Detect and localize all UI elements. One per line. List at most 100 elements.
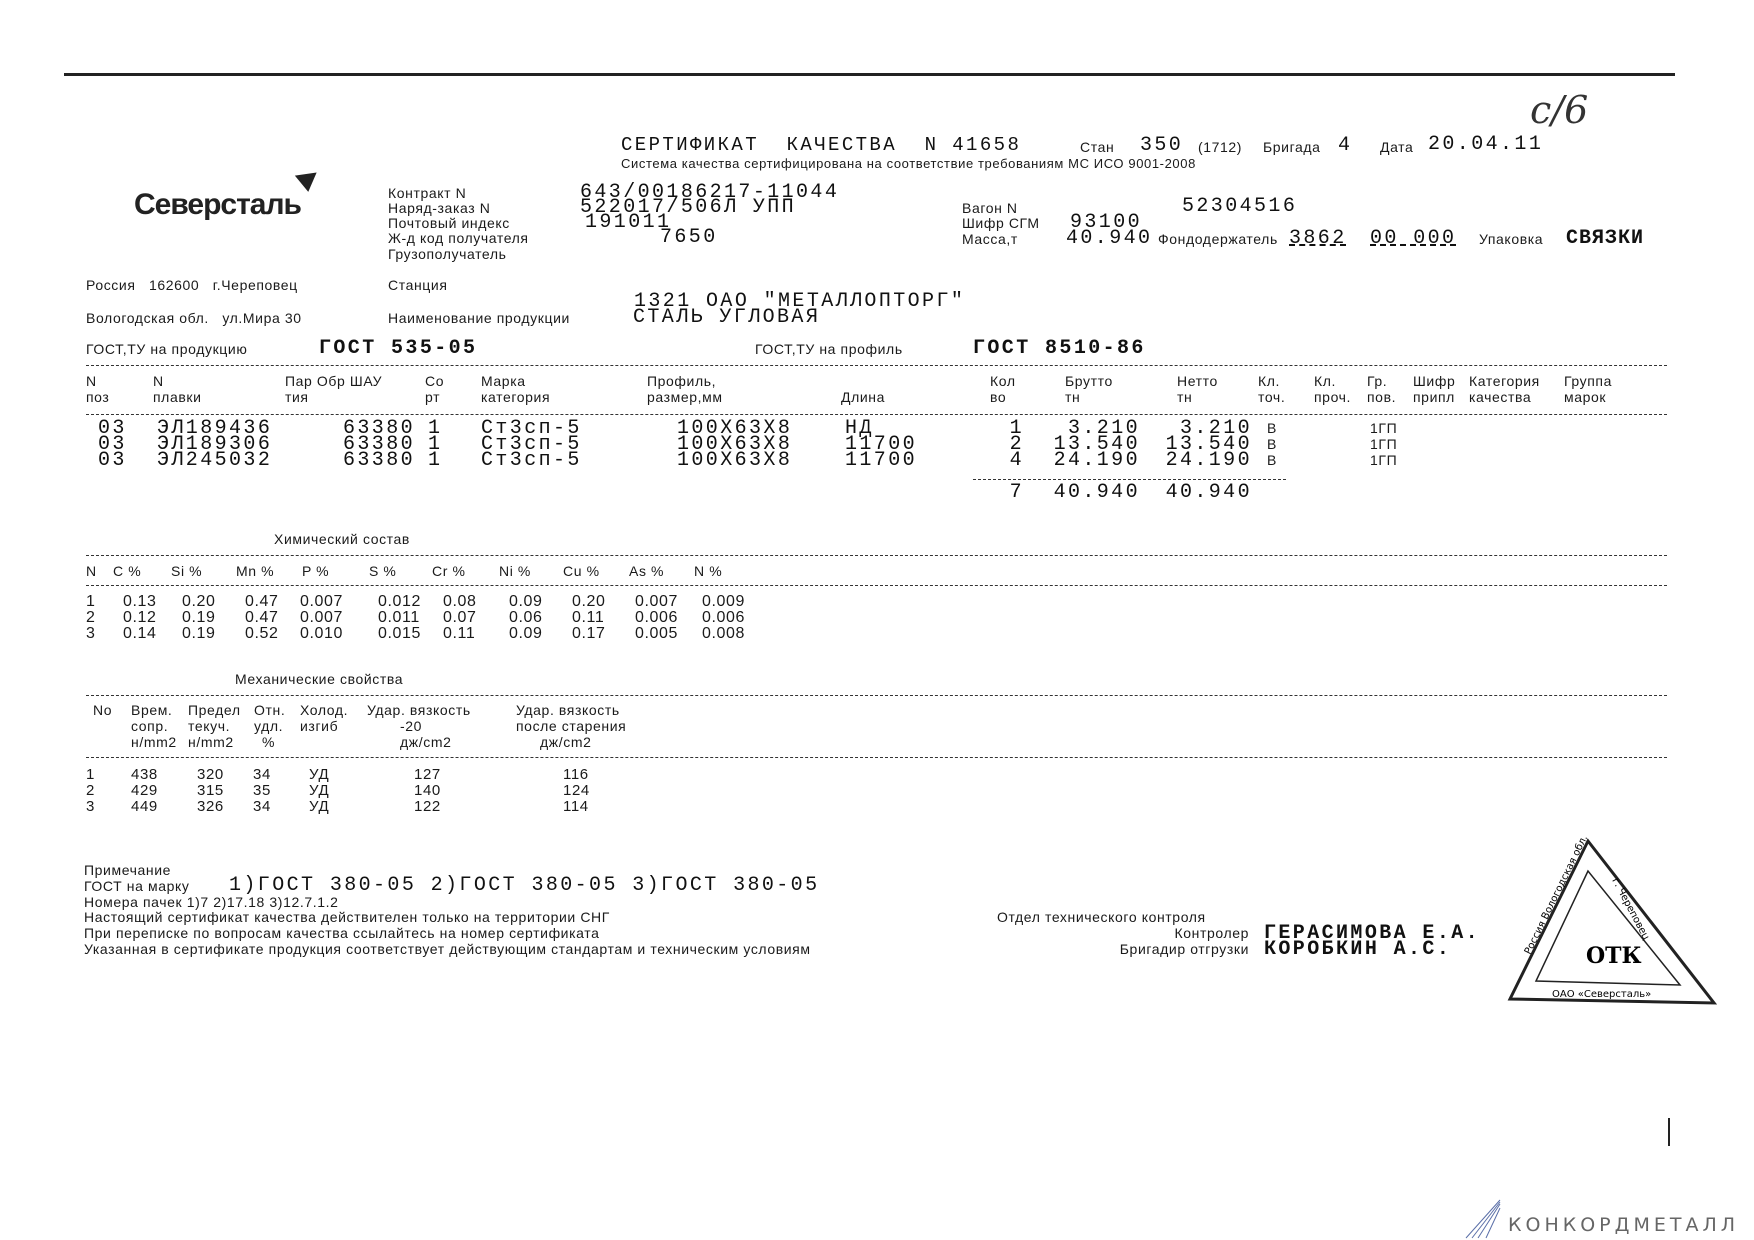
otk-stamp: Россия Вологодская обл. г. Череповец ОТК… [1507,835,1718,1005]
table-cell: 0.11 [443,625,476,642]
table-cell: 03 [98,449,127,472]
consignee-label: Грузополучатель [388,246,507,262]
table-cell: 100X63X8 [677,433,793,456]
table-cell: 0.006 [702,609,746,626]
department-label: Отдел технического контроля [997,909,1206,925]
table-cell: 0.012 [378,593,422,610]
table-cell: 0.011 [378,609,420,626]
table-cell: 0.007 [635,593,679,610]
column-header: тн [1065,389,1081,405]
table-cell: НД [845,417,874,440]
column-header: N [86,373,97,389]
product-label: Наименование продукции [388,310,570,326]
table-cell: ЭЛ189306 [157,433,273,456]
table-cell: 63380 [342,417,415,440]
column-header: No [93,702,113,718]
table-cell: 127 [414,766,441,783]
column-header: Cr % [432,563,466,579]
certificate-subtitle: Система качества сертифицирована на соот… [621,156,1196,171]
column-header: удл. [254,718,284,734]
table-cell: 0.47 [245,609,279,626]
severstal-logo-mark-icon [294,172,320,194]
column-header: Si % [171,563,203,579]
notes-packs: Номера пачек 1)7 2)17.18 3)12.7.1.2 [84,894,339,910]
konkordmetall-logo-icon [1465,1199,1501,1239]
column-header: Холод. [300,702,349,718]
table-cell: 116 [563,766,589,783]
table-cell: 11700 [845,449,918,472]
column-header: рт [425,389,441,405]
column-header: S % [369,563,397,579]
table-cell: 03 [98,433,127,456]
column-header: точ. [1258,389,1286,405]
column-header: Врем. [131,702,173,718]
product-value: СТАЛЬ УГЛОВАЯ [633,306,821,329]
table-cell: 0.08 [443,593,477,610]
table-cell: 1ГП [1370,420,1398,436]
table-cell: 429 [131,782,158,799]
table-cell: 2 [86,609,96,626]
notes-line-1: Настоящий сертификат качества действител… [84,909,610,925]
notes-line-2: При переписке по вопросам качества ссыла… [84,925,600,941]
table-cell: 0.06 [509,609,543,626]
table-cell: 1 [1009,417,1024,440]
scan-mark [1668,1118,1670,1146]
column-header: % [262,734,276,750]
stan-label: Стан [1080,139,1115,155]
holder-value-1: 3862 [1289,227,1347,250]
mass-label: Масса,т [962,231,1018,247]
brigada-value: 4 [1338,134,1353,157]
column-header: As % [629,563,665,579]
table-cell: Ст3сп-5 [481,449,582,472]
totals-divider [973,479,1286,480]
foreman-label: Бригадир отгрузки [1119,941,1249,957]
brigada-label: Бригада [1263,139,1321,155]
table-cell: 0.19 [182,609,216,626]
column-header: Пар Обр ШАУ [285,373,383,389]
column-header: тн [1177,389,1193,405]
table-cell: 326 [197,798,224,815]
table-cell: 449 [131,798,158,815]
table-cell: 1ГП [1370,436,1398,452]
postal-value: 191011 [585,211,672,234]
controller-label: Контролер [1174,925,1249,941]
holder-label: Фондодержатель [1158,231,1278,247]
table-cell: 1 [86,593,96,610]
total-cell: 40.940 [1165,481,1252,504]
postal-label: Почтовый индекс [388,215,510,231]
table-cell: ЭЛ245032 [157,449,273,472]
table-cell: 0.008 [702,625,746,642]
table-cell: УД [309,798,330,815]
certificate-title: СЕРТИФИКАТ КАЧЕСТВА N 41658 [621,134,1022,156]
table-cell: 140 [414,782,441,799]
column-header: размер,мм [647,389,723,405]
rail-code-value: 7650 [660,226,718,249]
table-cell: Ст3сп-5 [481,417,582,440]
contract-label: Контракт N [388,185,467,201]
notes-title: Примечание [84,862,172,878]
table-cell: 0.12 [123,609,157,626]
column-header: Группа [1564,373,1612,389]
gost-product-value: ГОСТ 535-05 [319,337,478,360]
notes-line-3: Указанная в сертификате продукция соотве… [84,941,811,957]
table-cell: 0.009 [702,593,746,610]
table-cell: 3.210 [1179,417,1252,440]
table-cell: 1 [428,417,443,440]
table-cell: 0.17 [572,625,606,642]
column-header: сопр. [131,718,169,734]
controller-name: ГЕРАСИМОВА Е.А. [1264,922,1481,945]
table-cell: 34 [253,766,271,783]
wagon-value: 52304516 [1182,195,1298,218]
table-cell: 1 [428,433,443,456]
divider [86,365,1667,366]
column-header: Со [425,373,445,389]
table-cell: 3 [86,625,96,642]
column-header: дж/cm2 [400,734,452,750]
divider [86,585,1667,586]
column-header: Удар. вязкость [367,702,471,718]
date-value: 20.04.11 [1428,133,1544,156]
table-cell: 124 [563,782,590,799]
column-header: Предел [188,702,241,718]
notes-gost-value: 1)ГОСТ 380-05 2)ГОСТ 380-05 3)ГОСТ 380-0… [229,874,820,897]
table-cell: 0.13 [123,593,157,610]
